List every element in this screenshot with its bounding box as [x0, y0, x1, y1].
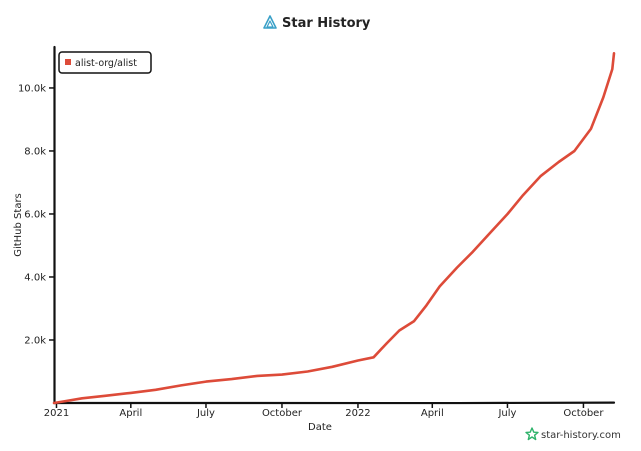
y-axis-title: GitHub Stars [13, 193, 24, 257]
x-tick-label: October [563, 408, 604, 419]
legend: alist-org/alist [58, 51, 152, 74]
star-history-watermark-icon [525, 427, 539, 441]
x-tick-label: October [262, 408, 303, 419]
y-tick-label: 6.0k [24, 209, 46, 220]
y-tick-label: 10.0k [18, 83, 46, 94]
legend-label: alist-org/alist [75, 58, 137, 69]
y-axis-ticks: 2.0k 4.0k 6.0k 8.0k 10.0k [18, 83, 54, 346]
series-line [52, 52, 616, 405]
x-tick-label: April [421, 408, 444, 419]
x-tick-label: July [196, 408, 215, 419]
x-tick-label: 2021 [44, 408, 69, 419]
y-tick-label: 4.0k [24, 272, 46, 283]
star-history-logo-icon [263, 15, 277, 29]
x-axis-title: Date [308, 422, 332, 433]
watermark: star-history.com [525, 427, 621, 441]
legend-swatch [65, 59, 71, 65]
y-tick-label: 8.0k [24, 146, 46, 157]
x-tick-label: 2022 [345, 408, 370, 419]
series-group [52, 52, 616, 405]
x-tick-label: July [497, 408, 516, 419]
legend-box [58, 51, 152, 74]
axes [52, 45, 616, 405]
y-tick-label: 2.0k [24, 335, 46, 346]
x-axis-ticks: 2021 April July October 2022 April July October [44, 403, 604, 419]
chart-title-text: Star History [282, 16, 371, 31]
watermark-text: star-history.com [541, 430, 621, 441]
x-tick-label: April [119, 408, 142, 419]
chart-title: Star History [263, 15, 371, 31]
